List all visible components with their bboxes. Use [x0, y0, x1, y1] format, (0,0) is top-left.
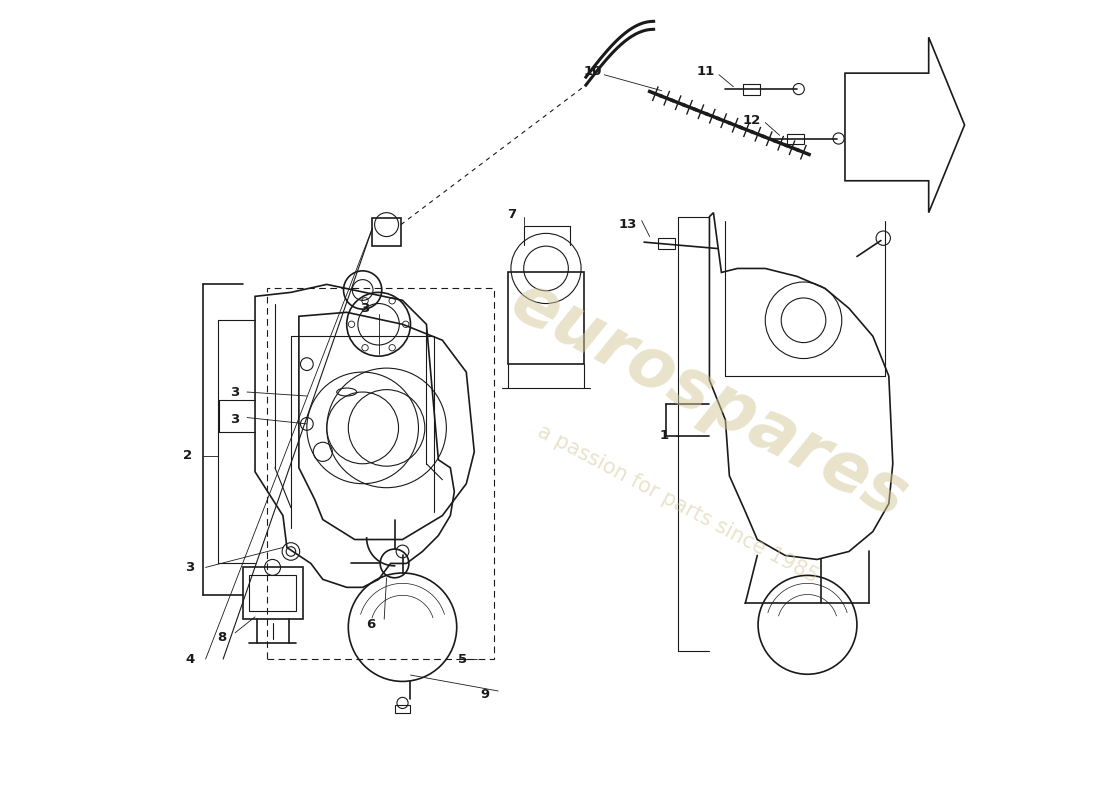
- Text: 9: 9: [480, 689, 490, 702]
- Bar: [395, 706, 410, 714]
- Bar: [267, 288, 494, 659]
- Text: 11: 11: [696, 65, 715, 78]
- Text: 1: 1: [659, 430, 669, 442]
- Text: 13: 13: [619, 218, 637, 231]
- Bar: [508, 273, 584, 364]
- Bar: [658, 238, 675, 249]
- Text: 3: 3: [361, 302, 370, 315]
- Bar: [243, 567, 302, 619]
- Text: 8: 8: [217, 631, 227, 644]
- Text: 5: 5: [458, 653, 466, 666]
- Text: 3: 3: [231, 386, 240, 398]
- Text: 10: 10: [583, 65, 602, 78]
- Text: 3: 3: [185, 561, 195, 574]
- Bar: [786, 134, 804, 144]
- Text: 4: 4: [185, 653, 195, 666]
- Text: 3: 3: [231, 414, 240, 426]
- Text: 6: 6: [366, 618, 375, 631]
- Text: 7: 7: [507, 208, 516, 221]
- Bar: [250, 575, 297, 611]
- Text: 12: 12: [742, 114, 761, 127]
- Bar: [742, 84, 760, 94]
- Text: a passion for parts since 1985: a passion for parts since 1985: [534, 421, 822, 586]
- Bar: [372, 218, 400, 246]
- Text: 2: 2: [183, 450, 191, 462]
- Text: eurospares: eurospares: [499, 267, 920, 533]
